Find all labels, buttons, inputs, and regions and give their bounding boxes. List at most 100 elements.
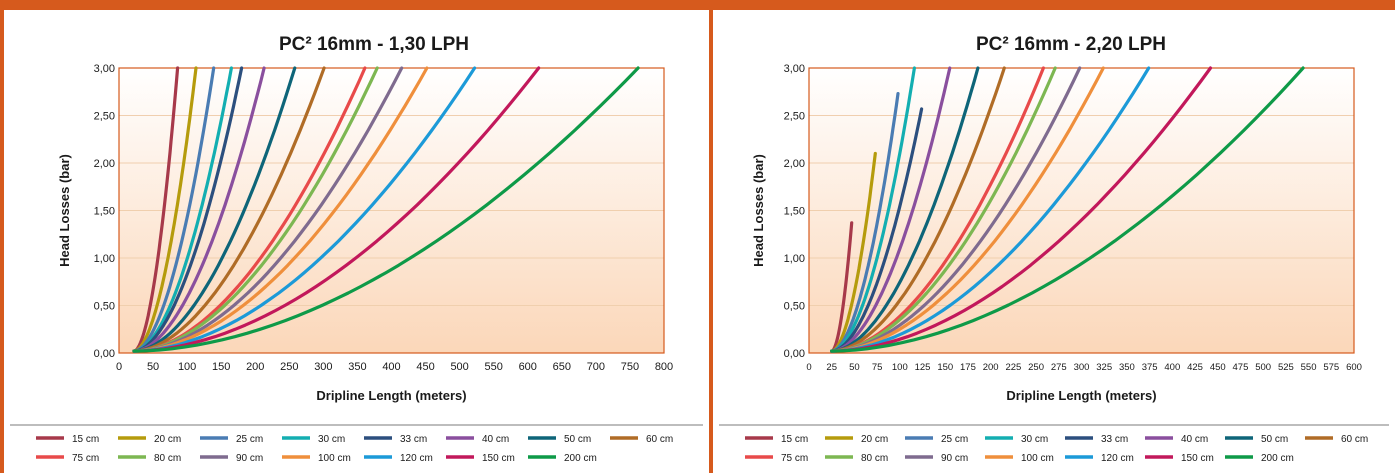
x-tick-label: 650 [553,361,571,373]
legend-label-120-cm: 120 cm [1101,453,1134,464]
x-tick-label: 50 [849,362,860,373]
x-tick-label: 300 [1074,362,1090,373]
series-line-30-cm [830,66,916,353]
x-tick-label: 450 [1210,362,1226,373]
legend-label-150-cm: 150 cm [482,453,515,464]
series-line-33-cm [132,66,244,353]
y-tick-label: 1,50 [784,206,805,218]
x-tick-label: 75 [872,362,883,373]
series-line-100-cm [132,66,429,353]
x-tick-label: 50 [147,361,159,373]
legend-separator [719,424,1389,426]
y-tick-label: 2,50 [94,111,115,123]
legend-label-40-cm: 40 cm [482,434,509,445]
plot-frame [118,67,665,354]
x-axis-label: Dripline Length (meters) [316,388,466,403]
legend-separator [10,424,703,426]
legend-label-30-cm: 30 cm [1021,434,1048,445]
legend-label-50-cm: 50 cm [1261,434,1288,445]
x-tick-label: 350 [1119,362,1135,373]
legend-label-30-cm: 30 cm [318,434,345,445]
legend-label-20-cm: 20 cm [861,434,888,445]
legend-label-80-cm: 80 cm [861,453,888,464]
y-tick-label: 0,00 [94,348,115,360]
legend-label-50-cm: 50 cm [564,434,591,445]
x-tick-label: 100 [178,361,196,373]
legend-label-25-cm: 25 cm [941,434,968,445]
y-axis-label: Head Losses (bar) [751,154,766,267]
chart-right: PC² 16mm - 2,20 LPH 0,00 0,50 1,00 1,50 2,00 2… [745,34,1368,464]
x-tick-label: 250 [1028,362,1044,373]
chart-title: PC² 16mm - 1,30 LPH [279,34,469,55]
x-tick-label: 575 [1323,362,1339,373]
x-tick-label: 475 [1233,362,1249,373]
legend-label-80-cm: 80 cm [154,453,181,464]
plot-frame [808,67,1355,354]
x-tick-label: 400 [382,361,400,373]
series-line-150-cm [830,66,1213,353]
legend-label-20-cm: 20 cm [154,434,181,445]
y-tick-label: 1,00 [784,253,805,265]
series-line-60-cm [830,66,1006,353]
x-tick-label: 200 [246,361,264,373]
legend-label-75-cm: 75 cm [72,453,99,464]
legend-label-100-cm: 100 cm [1021,453,1054,464]
chart-panel-right: PC² 16mm - 2,20 LPH 0,00 0,50 1,00 1,50 2,00 2… [711,10,1395,473]
x-tick-label: 500 [450,361,468,373]
x-tick-label: 175 [960,362,976,373]
x-tick-label: 300 [314,361,332,373]
series-line-40-cm [132,66,266,353]
series-line-20-cm [132,66,198,353]
x-tick-label: 700 [587,361,605,373]
series-line-33-cm [830,107,924,353]
legend-label-25-cm: 25 cm [236,434,263,445]
x-tick-label: 225 [1005,362,1021,373]
y-tick-label: 3,00 [94,63,115,75]
legend-label-100-cm: 100 cm [318,453,351,464]
y-tick-label: 3,00 [784,63,805,75]
y-tick-label: 0,50 [784,301,805,313]
x-tick-label: 100 [892,362,908,373]
x-tick-label: 425 [1187,362,1203,373]
series-line-120-cm [830,66,1151,353]
legend-label-90-cm: 90 cm [941,453,968,464]
series-line-150-cm [132,66,541,353]
legend-label-33-cm: 33 cm [400,434,427,445]
series-line-100-cm [830,66,1105,353]
series-line-200-cm [830,66,1305,353]
x-tick-label: 275 [1051,362,1067,373]
y-tick-label: 0,00 [784,348,805,360]
chart-left: PC² 16mm - 1,30 LPH 0,00 0,50 1,00 1,50 2,00 2… [36,34,673,464]
x-tick-label: 750 [621,361,639,373]
x-tick-label: 550 [485,361,503,373]
legend-label-40-cm: 40 cm [1181,434,1208,445]
series-line-40-cm [830,66,952,353]
top-accent-bar [0,0,1395,10]
x-tick-label: 800 [655,361,673,373]
x-tick-label: 350 [348,361,366,373]
series-line-50-cm [132,66,297,353]
y-tick-label: 2,00 [784,158,805,170]
x-tick-label: 525 [1278,362,1294,373]
series-line-80-cm [830,66,1057,353]
series-line-15-cm [830,221,854,353]
legend-label-60-cm: 60 cm [1341,434,1368,445]
x-axis-label: Dripline Length (meters) [1006,388,1156,403]
series-line-20-cm [830,151,877,353]
y-axis-label: Head Losses (bar) [57,154,72,267]
y-tick-label: 1,00 [94,253,115,265]
y-tick-label: 2,50 [784,111,805,123]
x-tick-label: 400 [1164,362,1180,373]
chart-title: PC² 16mm - 2,20 LPH [976,34,1166,55]
chart-panel-left: PC² 16mm - 1,30 LPH 0,00 0,50 1,00 1,50 2,00 2… [0,10,711,473]
series-line-15-cm [132,66,180,353]
legend-label-15-cm: 15 cm [781,434,808,445]
x-tick-label: 125 [915,362,931,373]
x-tick-label: 325 [1096,362,1112,373]
x-tick-label: 25 [826,362,837,373]
series-line-120-cm [132,66,477,353]
y-tick-label: 2,00 [94,158,115,170]
legend-label-120-cm: 120 cm [400,453,433,464]
x-tick-label: 250 [280,361,298,373]
